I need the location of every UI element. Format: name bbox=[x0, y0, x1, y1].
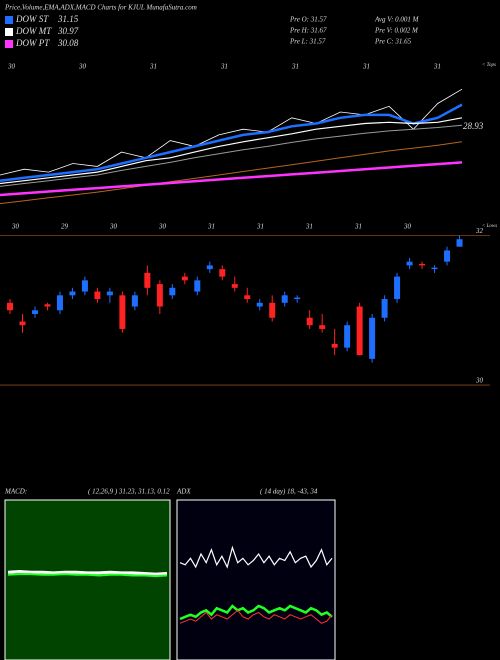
series-line bbox=[0, 103, 463, 182]
date-label: 31 bbox=[291, 63, 299, 71]
page-title: Price,Volume,EMA,ADX,MACD Charts for KJU… bbox=[4, 4, 197, 12]
candle-body bbox=[431, 267, 438, 270]
candle-body bbox=[219, 269, 226, 277]
date-label: 31 bbox=[433, 63, 441, 71]
candle-body bbox=[69, 291, 76, 296]
series-line bbox=[0, 117, 463, 185]
date-label: 31 bbox=[305, 223, 313, 231]
candle-body bbox=[7, 302, 13, 311]
series-line bbox=[0, 161, 463, 197]
edge-label: < Tops bbox=[482, 63, 496, 68]
date-label: 29 bbox=[61, 223, 69, 231]
series-line bbox=[179, 604, 333, 621]
candle-body bbox=[319, 325, 326, 329]
candle-body bbox=[106, 291, 113, 296]
candle-body bbox=[56, 295, 63, 311]
candle-body bbox=[306, 317, 313, 326]
candle-body bbox=[194, 280, 201, 292]
candle-body bbox=[206, 265, 213, 270]
info: Pre L: 31.57 bbox=[289, 38, 326, 46]
series-line bbox=[0, 88, 463, 176]
date-label: 31 bbox=[362, 63, 370, 71]
legend-value: 31.15 bbox=[57, 14, 79, 24]
candle-body bbox=[294, 297, 301, 300]
legend-value: 30.08 bbox=[57, 38, 79, 48]
date-label: 30 bbox=[78, 63, 87, 71]
series-line bbox=[179, 545, 333, 569]
date-label: 30 bbox=[109, 223, 118, 231]
panel-subtitle: ( 12,26,9 ) 31.23, 31.13, 0.12 bbox=[88, 488, 170, 496]
candle-body bbox=[394, 276, 401, 300]
candle-body bbox=[419, 263, 426, 266]
y-tick-label: 32 bbox=[475, 227, 484, 235]
info: Pre O: 31.57 bbox=[289, 16, 327, 24]
date-label: 30 bbox=[403, 223, 412, 231]
date-label: 31 bbox=[149, 63, 157, 71]
series-line bbox=[0, 141, 463, 205]
candle-body bbox=[144, 272, 151, 288]
candle-body bbox=[281, 295, 288, 303]
legend-swatch bbox=[5, 28, 13, 36]
adx-panel bbox=[176, 499, 336, 660]
candle-body bbox=[456, 239, 463, 247]
date-label: 30 bbox=[158, 223, 167, 231]
legend-swatch bbox=[5, 40, 13, 48]
candle-body bbox=[244, 295, 251, 300]
candle-body bbox=[81, 280, 88, 292]
panel-title: MACD: bbox=[4, 488, 27, 496]
candle-body bbox=[19, 321, 26, 326]
date-label: 31 bbox=[220, 63, 228, 71]
edge-label: < Lows bbox=[482, 224, 497, 229]
candle-body bbox=[31, 310, 38, 314]
legend-swatch bbox=[5, 16, 13, 24]
candle-body bbox=[369, 317, 376, 359]
info: Avg V: 0.001 M bbox=[374, 16, 420, 24]
candle-body bbox=[94, 291, 101, 300]
candle-body bbox=[269, 302, 276, 318]
legend-name: DOW PT bbox=[15, 38, 50, 48]
legend-name: DOW MT bbox=[15, 26, 52, 36]
candle-body bbox=[231, 284, 238, 288]
series-line bbox=[0, 124, 463, 187]
candle-body bbox=[356, 306, 363, 356]
macd-panel bbox=[4, 499, 171, 660]
date-label: 31 bbox=[256, 223, 264, 231]
series-line bbox=[7, 573, 168, 578]
legend-name: DOW ST bbox=[15, 14, 49, 24]
candle-body bbox=[131, 295, 138, 307]
candle-body bbox=[156, 284, 163, 307]
date-label: 30 bbox=[11, 223, 20, 231]
candle-body bbox=[119, 295, 126, 329]
candle-body bbox=[381, 299, 388, 318]
panel-title: ADX bbox=[176, 488, 191, 496]
candle-body bbox=[256, 302, 263, 307]
panel-subtitle: ( 14 day) 18, -43, 34 bbox=[260, 488, 318, 496]
candle-body bbox=[169, 287, 176, 296]
candle-body bbox=[406, 261, 413, 266]
info: Pre C: 31.65 bbox=[374, 38, 412, 46]
annotation: 28.93 bbox=[463, 121, 484, 131]
candle-body bbox=[444, 250, 451, 262]
date-label: 30 bbox=[7, 63, 16, 71]
y-tick-label: 30 bbox=[475, 377, 484, 385]
info: Pre V: 0.002 M bbox=[374, 27, 419, 35]
candle-body bbox=[344, 325, 351, 348]
info: Pre H: 31.67 bbox=[289, 27, 327, 35]
legend-value: 30.97 bbox=[57, 26, 79, 36]
date-label: 31 bbox=[207, 223, 215, 231]
series-line bbox=[7, 569, 168, 576]
series-line bbox=[179, 609, 333, 624]
candle-body bbox=[181, 276, 188, 281]
date-label: 31 bbox=[354, 223, 362, 231]
candle-body bbox=[331, 343, 338, 348]
candle-body bbox=[44, 304, 51, 307]
